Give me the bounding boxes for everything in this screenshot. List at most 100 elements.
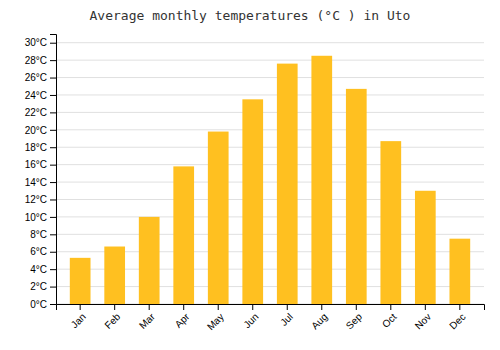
y-tick-label: 0°C <box>30 299 47 310</box>
x-tick-mark <box>114 304 115 310</box>
y-tick-mark <box>50 78 56 79</box>
y-tick-label: 10°C <box>25 212 47 223</box>
x-tick-mark <box>80 304 81 310</box>
x-tick-mark <box>287 304 288 310</box>
x-tick: Jul <box>278 304 295 328</box>
x-tick: Nov <box>413 304 433 331</box>
y-tick: 10°C <box>25 212 56 223</box>
y-tick: 18°C <box>25 142 56 153</box>
bar <box>173 166 194 304</box>
grid-line <box>56 112 484 113</box>
bar <box>346 89 367 304</box>
y-tick: 26°C <box>25 72 56 83</box>
grid-line <box>56 77 484 78</box>
y-axis: 0°C 2°C 4°C 6°C 8°C 10°C 12°C 14°C 16°C 18°C 20°C 2… <box>25 35 57 310</box>
x-tick-label: Apr <box>173 311 192 330</box>
bar <box>415 191 436 304</box>
x-tick-label: Jul <box>278 311 295 328</box>
y-tick-mark <box>50 95 56 96</box>
y-tick-mark <box>50 304 56 305</box>
y-tick: 4°C <box>30 264 56 275</box>
x-tick-label: Mar <box>137 311 157 331</box>
y-tick-mark <box>50 60 56 61</box>
bar <box>380 141 401 304</box>
y-tick-label: 22°C <box>25 107 47 118</box>
y-tick-mark <box>50 182 56 183</box>
y-tick-mark <box>50 217 56 218</box>
x-tick: Sep <box>344 304 365 331</box>
y-tick-label: 16°C <box>25 159 47 170</box>
grid-line <box>56 147 484 148</box>
y-tick-mark <box>50 130 56 131</box>
x-tick-label: Dec <box>447 311 467 331</box>
x-tick: Feb <box>102 304 122 331</box>
x-tick-mark <box>356 304 357 310</box>
chart-svg: 0°C 2°C 4°C 6°C 8°C 10°C 12°C 14°C 16°C 18°C 20°C 2… <box>0 0 500 350</box>
x-tick: Jan <box>69 304 88 330</box>
x-tick-mark <box>218 304 219 310</box>
x-tick-label: Sep <box>344 311 365 332</box>
y-tick-mark <box>50 43 56 44</box>
y-tick-label: 2°C <box>30 281 47 292</box>
bar <box>242 99 263 304</box>
x-axis-line <box>57 305 485 311</box>
x-tick-label: Nov <box>413 311 433 331</box>
y-tick-label: 26°C <box>25 72 47 83</box>
chart-container: 0°C 2°C 4°C 6°C 8°C 10°C 12°C 14°C 16°C 18°C 20°C 2… <box>0 0 500 350</box>
x-tick-label: Jan <box>69 311 88 330</box>
x-tick-label: Jun <box>241 311 260 330</box>
y-tick: 12°C <box>25 194 56 205</box>
y-tick: 2°C <box>30 281 56 292</box>
x-tick-label: May <box>205 311 226 332</box>
bar <box>277 64 298 304</box>
grid-line <box>56 129 484 130</box>
x-tick-mark <box>459 304 460 310</box>
y-tick: 24°C <box>25 90 56 101</box>
y-tick: 6°C <box>30 246 56 257</box>
title: Average monthly temperatures (°C ) in Ut… <box>90 8 411 23</box>
x-tick-label: Aug <box>309 311 329 331</box>
y-tick-mark <box>50 112 56 113</box>
grid-line <box>56 164 484 165</box>
y-tick: 30°C <box>25 37 56 48</box>
y-tick-mark <box>50 234 56 235</box>
y-tick-label: 8°C <box>30 229 47 240</box>
y-tick-mark <box>50 147 56 148</box>
y-axis-line <box>50 35 57 305</box>
y-tick: 28°C <box>25 55 56 66</box>
x-axis: JanFebMarAprMayJunJulAugSepOctNovDec <box>57 304 485 332</box>
y-tick-mark <box>50 269 56 270</box>
x-tick-mark <box>149 304 150 310</box>
plot: 0°C 2°C 4°C 6°C 8°C 10°C 12°C 14°C 16°C 18°C 20°C 2… <box>25 35 485 333</box>
bar <box>311 56 332 304</box>
x-tick-mark <box>390 304 391 310</box>
y-tick: 20°C <box>25 125 56 136</box>
y-tick-label: 14°C <box>25 177 47 188</box>
bar <box>449 239 470 304</box>
x-tick-label: Feb <box>102 311 122 331</box>
x-tick-mark <box>425 304 426 310</box>
grid <box>56 43 484 304</box>
y-tick-mark <box>50 199 56 200</box>
x-tick-mark <box>321 304 322 310</box>
x-tick: Dec <box>447 304 467 331</box>
y-tick: 14°C <box>25 177 56 188</box>
y-tick: 16°C <box>25 159 56 170</box>
x-tick: Apr <box>173 304 192 330</box>
bar <box>70 258 91 304</box>
y-tick-label: 12°C <box>25 194 47 205</box>
bars <box>70 56 470 304</box>
x-tick-mark <box>252 304 253 310</box>
y-tick-mark <box>50 165 56 166</box>
y-tick-label: 6°C <box>30 246 47 257</box>
y-tick: 22°C <box>25 107 56 118</box>
x-tick-mark <box>183 304 184 310</box>
grid-line <box>56 94 484 95</box>
x-tick: Mar <box>137 304 157 331</box>
bar <box>139 217 160 304</box>
grid-line <box>56 182 484 183</box>
y-tick: 0°C <box>30 299 56 310</box>
x-tick: Jun <box>241 304 260 330</box>
y-tick-mark <box>50 252 56 253</box>
bar <box>208 132 229 304</box>
